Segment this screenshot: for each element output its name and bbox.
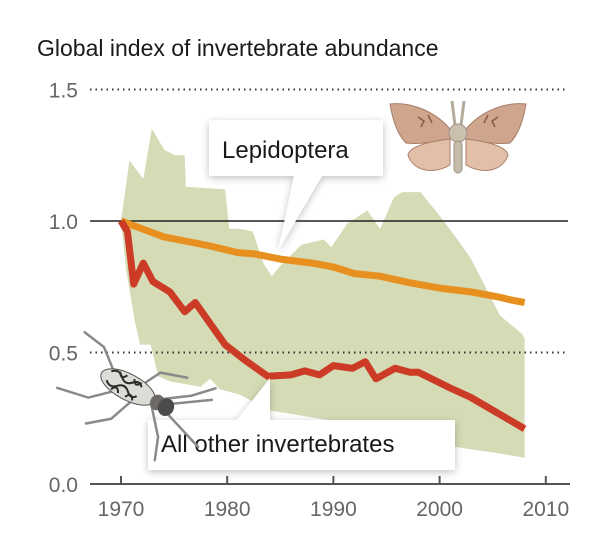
beetle-legs bbox=[56, 330, 217, 462]
moth-hindwing-left bbox=[407, 138, 451, 171]
x-tick-label: 1980 bbox=[204, 498, 251, 521]
callout-lepidoptera bbox=[209, 120, 383, 251]
moth-forewing-left bbox=[389, 103, 451, 144]
x-tick-label: 1990 bbox=[310, 498, 357, 521]
y-tick-label: 0.0 bbox=[49, 474, 78, 497]
beetle-markings bbox=[105, 369, 143, 401]
series-line-lepidoptera bbox=[119, 217, 526, 306]
chart-title: Global index of invertebrate abundance bbox=[37, 35, 439, 61]
x-axis: 1970 1980 1990 2000 2010 bbox=[90, 476, 570, 521]
moth-wing-markings bbox=[417, 114, 499, 128]
beetle-head bbox=[157, 398, 175, 416]
y-tick-label: 1.0 bbox=[49, 211, 78, 234]
callout-other-label: All other invertebrates bbox=[161, 431, 394, 458]
moth-antenna-icon bbox=[450, 100, 466, 126]
callout-lepidoptera-label: Lepidoptera bbox=[222, 137, 349, 164]
y-tick-label: 1.5 bbox=[49, 80, 78, 103]
series-layer bbox=[118, 217, 527, 432]
y-tick-label: 0.5 bbox=[49, 343, 78, 366]
y-axis-ticks: 0.0 0.5 1.0 1.5 bbox=[49, 80, 78, 498]
moth-forewing-right bbox=[465, 103, 527, 144]
moth-thorax bbox=[448, 123, 468, 143]
reference-lines bbox=[90, 88, 568, 354]
x-tick-label: 2000 bbox=[416, 498, 463, 521]
moth-hindwing-right bbox=[465, 138, 509, 171]
moth-abdomen bbox=[453, 140, 463, 174]
x-axis-ticks: 1970 1980 1990 2000 2010 bbox=[98, 476, 569, 521]
x-tick-label: 1970 bbox=[98, 498, 145, 521]
callout-other-box bbox=[148, 378, 455, 470]
callout-lepidoptera-box bbox=[209, 120, 383, 251]
moth-illustration bbox=[389, 100, 527, 174]
x-tick-label: 2010 bbox=[522, 498, 569, 521]
beetle-illustration bbox=[56, 330, 217, 462]
callout-other-invertebrates bbox=[148, 378, 455, 470]
